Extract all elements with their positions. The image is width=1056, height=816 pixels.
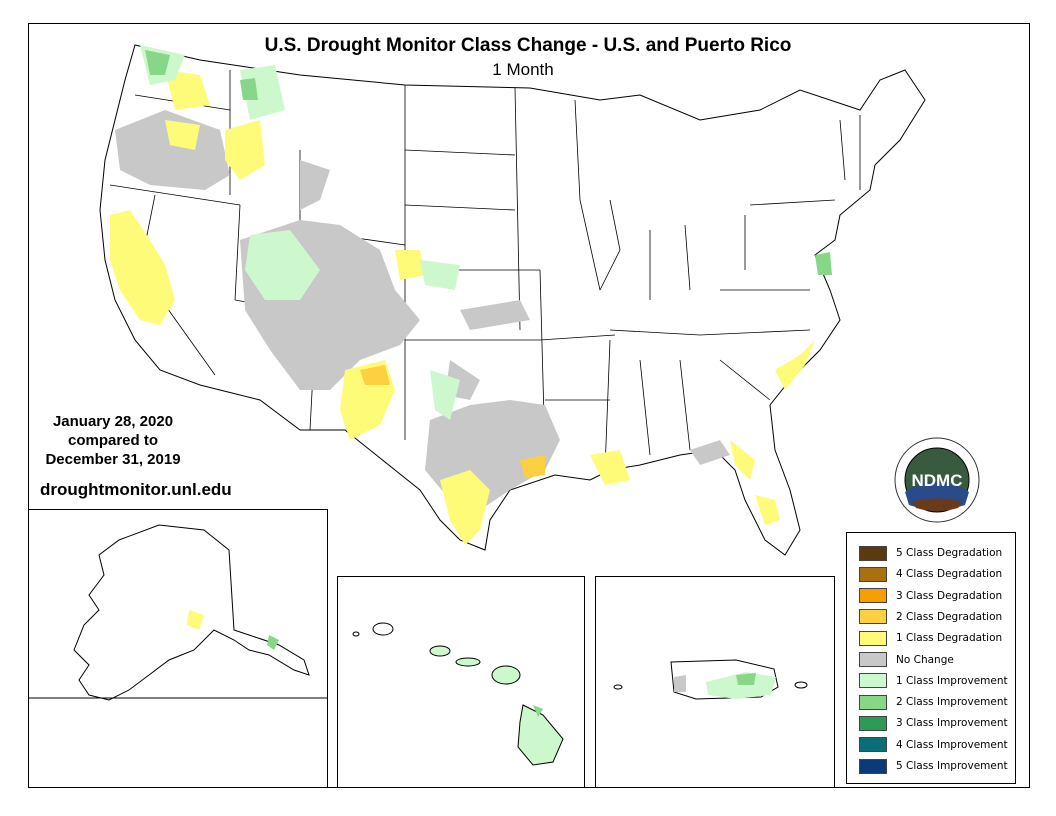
legend-swatch <box>859 609 887 625</box>
degradation-1-idaho <box>225 120 265 180</box>
legend-swatch <box>859 588 887 604</box>
hawaii-map <box>352 622 564 766</box>
legend-label: 2 Class Degradation <box>896 610 1003 623</box>
legend-item: 4 Class Degradation <box>859 566 1002 582</box>
legend-swatch <box>859 737 887 753</box>
degradation-1-florida <box>755 495 780 525</box>
legend-swatch <box>859 566 887 582</box>
legend-swatch <box>859 758 887 774</box>
legend-label: 2 Class Improvement <box>896 696 1008 709</box>
no-change-area-florida-panhandle <box>690 440 730 465</box>
legend-label: No Change <box>896 653 954 666</box>
legend-item: No Change <box>859 652 954 668</box>
hawaii-inset <box>337 576 585 788</box>
legend-swatch <box>859 630 887 646</box>
legend-swatch <box>859 694 887 710</box>
legend-label: 1 Class Degradation <box>896 632 1003 645</box>
improvement-2-idaho <box>240 78 258 100</box>
legend-item: 3 Class Degradation <box>859 588 1002 604</box>
ndmc-logo <box>894 437 980 523</box>
date-current: January 28, 2020 <box>52 413 174 430</box>
legend: 5 Class Degradation 4 Class Degradation 3 … <box>846 532 1016 784</box>
date-previous: December 31, 2019 <box>45 451 181 468</box>
legend-label: 3 Class Improvement <box>896 717 1008 730</box>
legend-swatch <box>859 652 887 667</box>
legend-item: 2 Class Improvement <box>859 694 1008 710</box>
improvement-1-utah <box>245 230 320 300</box>
degradation-2-new-mexico <box>360 365 390 385</box>
map-title: U.S. Drought Monitor Class Change - U.S.… <box>264 35 792 56</box>
alaska-inset <box>28 509 328 788</box>
puerto-rico-map <box>613 659 808 700</box>
puerto-rico-inset <box>595 576 835 788</box>
degradation-1-colorado <box>395 250 425 280</box>
legend-swatch <box>859 545 887 561</box>
degradation-1-louisiana <box>590 450 630 485</box>
ndmc-logo-text: NDMC <box>912 471 963 490</box>
legend-item: 5 Class Improvement <box>859 758 1008 774</box>
legend-label: 5 Class Degradation <box>896 547 1003 559</box>
no-change-area-nw <box>115 110 230 190</box>
improvement-2-delaware <box>815 252 832 275</box>
legend-item: 2 Class Degradation <box>859 609 1002 625</box>
degradation-1-oregon <box>165 120 200 150</box>
legend-label: 4 Class Degradation <box>896 568 1003 581</box>
date-block: January 28, 2020 compared to December 31… <box>38 412 188 469</box>
degradation-1-carolina <box>775 340 815 390</box>
website-link[interactable]: droughtmonitor.unl.edu <box>40 480 232 499</box>
degradation-1-georgia-florida <box>730 440 755 480</box>
alaska-map <box>29 524 327 701</box>
legend-swatch <box>859 715 887 731</box>
legend-item: 5 Class Degradation <box>859 545 1002 561</box>
legend-label: 1 Class Improvement <box>896 674 1008 687</box>
legend-item: 1 Class Degradation <box>859 630 1002 646</box>
degradation-1-california <box>110 210 175 325</box>
no-change-area-kansas <box>460 300 530 330</box>
legend-item: 1 Class Improvement <box>859 673 1008 689</box>
improvement-2-washington <box>145 50 170 75</box>
degradation-2-texas <box>520 455 545 478</box>
map-subtitle: 1 Month <box>492 60 554 79</box>
legend-label: 3 Class Degradation <box>896 589 1003 602</box>
degradation-1-texas <box>440 470 490 545</box>
legend-label: 5 Class Improvement <box>896 760 1008 772</box>
improvement-1-texas <box>430 370 460 420</box>
change-areas <box>110 45 832 545</box>
compared-to-label: compared to <box>67 432 158 449</box>
legend-label: 4 Class Improvement <box>896 738 1008 751</box>
legend-swatch <box>859 673 887 689</box>
improvement-1-kansas <box>420 260 460 290</box>
degradation-1-washington <box>165 70 210 110</box>
no-change-area-wyoming <box>300 160 330 210</box>
legend-item: 3 Class Improvement <box>859 715 1008 731</box>
legend-item: 4 Class Improvement <box>859 737 1008 753</box>
